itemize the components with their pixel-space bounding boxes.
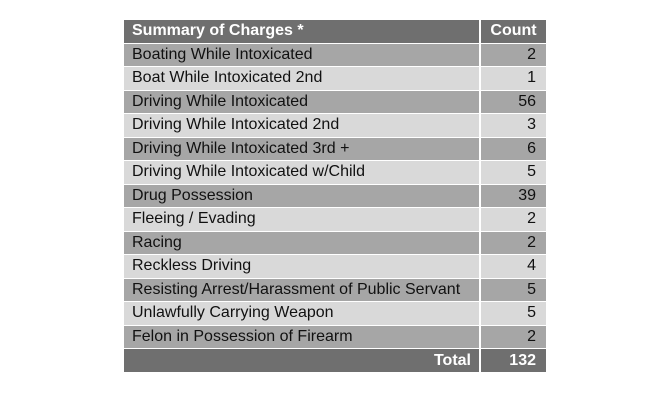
- count-cell: 56: [479, 90, 546, 114]
- count-cell: 1: [479, 66, 546, 91]
- table-row: Reckless Driving 4: [124, 254, 546, 279]
- table-row: Driving While Intoxicated w/Child 5: [124, 160, 546, 185]
- count-cell: 2: [479, 207, 546, 232]
- table-row: Unlawfully Carrying Weapon 5: [124, 301, 546, 326]
- total-count: 132: [479, 348, 546, 372]
- count-column-header: Count: [479, 20, 546, 44]
- table-row: Boat While Intoxicated 2nd 1: [124, 66, 546, 91]
- charge-cell: Racing: [124, 231, 480, 255]
- charges-summary-table: Summary of Charges * Count Boating While…: [124, 20, 546, 372]
- table-row: Drug Possession 39: [124, 184, 546, 208]
- table-header-row: Summary of Charges * Count: [124, 20, 546, 44]
- table-row: Resisting Arrest/Harassment of Public Se…: [124, 278, 546, 302]
- charge-cell: Driving While Intoxicated: [124, 90, 480, 114]
- charge-cell: Driving While Intoxicated 3rd +: [124, 137, 480, 161]
- count-cell: 5: [479, 301, 546, 326]
- charge-cell: Unlawfully Carrying Weapon: [124, 301, 480, 326]
- count-cell: 4: [479, 254, 546, 279]
- count-cell: 5: [479, 278, 546, 302]
- charge-cell: Resisting Arrest/Harassment of Public Se…: [124, 278, 480, 302]
- charge-cell: Felon in Possession of Firearm: [124, 325, 480, 349]
- count-cell: 5: [479, 160, 546, 185]
- table-row: Boating While Intoxicated 2: [124, 43, 546, 67]
- charge-cell: Driving While Intoxicated w/Child: [124, 160, 480, 185]
- count-cell: 3: [479, 113, 546, 138]
- table-row: Driving While Intoxicated 2nd 3: [124, 113, 546, 138]
- table-row: Driving While Intoxicated 56: [124, 90, 546, 114]
- charge-column-header: Summary of Charges *: [124, 20, 480, 44]
- count-cell: 2: [479, 231, 546, 255]
- table-row: Driving While Intoxicated 3rd + 6: [124, 137, 546, 161]
- table-row: Fleeing / Evading 2: [124, 207, 546, 232]
- charge-cell: Reckless Driving: [124, 254, 480, 279]
- count-cell: 2: [479, 325, 546, 349]
- charge-cell: Fleeing / Evading: [124, 207, 480, 232]
- count-cell: 2: [479, 43, 546, 67]
- charge-cell: Boat While Intoxicated 2nd: [124, 66, 480, 91]
- charge-cell: Driving While Intoxicated 2nd: [124, 113, 480, 138]
- table-row: Felon in Possession of Firearm 2: [124, 325, 546, 349]
- total-label: Total: [124, 348, 480, 372]
- count-cell: 39: [479, 184, 546, 208]
- total-row: Total 132: [124, 348, 546, 372]
- table-row: Racing 2: [124, 231, 546, 255]
- charge-cell: Boating While Intoxicated: [124, 43, 480, 67]
- count-cell: 6: [479, 137, 546, 161]
- charge-cell: Drug Possession: [124, 184, 480, 208]
